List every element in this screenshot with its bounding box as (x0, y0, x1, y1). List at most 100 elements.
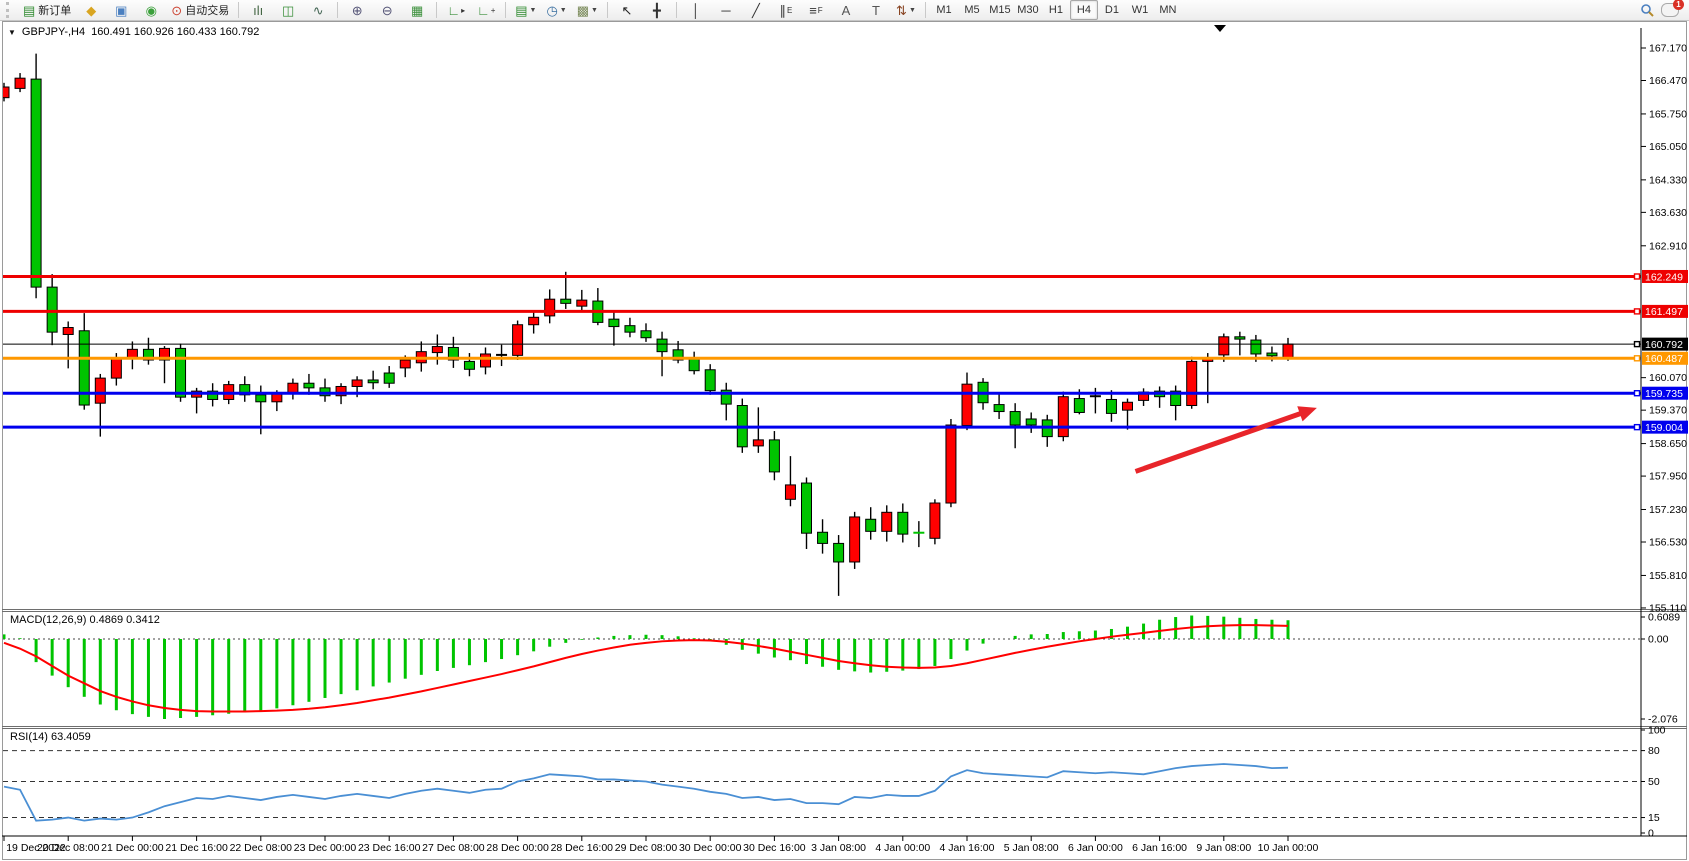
dropdown-caret-icon[interactable]: ▼ (559, 6, 567, 14)
icon-modifier: F (817, 5, 823, 15)
tile-windows-icon: ▦ (411, 2, 424, 18)
svg-text:155.110: 155.110 (1649, 602, 1686, 614)
zoom-in-icon: ⊕ (351, 2, 363, 18)
svg-text:164.330: 164.330 (1649, 174, 1687, 186)
arrows-icon: ⇅ (896, 2, 907, 18)
indicator-windows-button[interactable]: ∟ + (472, 0, 500, 20)
svg-text:3 Jan 08:00: 3 Jan 08:00 (811, 842, 866, 854)
equidistant-channel-button[interactable]: ∥ E (772, 0, 800, 20)
dropdown-caret-icon[interactable]: ▼ (529, 6, 537, 14)
toolbar-drag-handle[interactable] (6, 2, 14, 18)
auto-trading-button-label: 自动交易 (185, 5, 230, 17)
crosshair-button[interactable]: ╋ (643, 0, 671, 20)
templates-button[interactable]: ▩ ▼ (573, 0, 602, 20)
new-chart-icon: ▤ (515, 2, 528, 18)
auto-trading-button[interactable]: ⊙ 自动交易 (167, 0, 233, 20)
svg-text:160.070: 160.070 (1649, 372, 1687, 384)
arrow-object[interactable] (1134, 408, 1309, 474)
tile-windows-button[interactable]: ▦ (403, 0, 431, 20)
svg-text:159.735: 159.735 (1645, 388, 1683, 400)
svg-text:21 Dec 00:00: 21 Dec 00:00 (101, 842, 164, 854)
svg-text:19 Dec 2022: 19 Dec 2022 (6, 842, 66, 854)
notifications-icon[interactable]: 1 (1661, 0, 1684, 17)
symbol-timeframe: GBPJPY-,H4 (21, 26, 86, 38)
bar-chart-button[interactable]: ılı (244, 0, 272, 20)
svg-text:162.910: 162.910 (1649, 240, 1687, 252)
text-icon: A (841, 2, 851, 18)
periods-button[interactable]: ◷ ▼ (542, 0, 570, 20)
dropdown-caret-icon[interactable]: ▼ (591, 6, 598, 14)
templates-icon: ▩ (576, 2, 590, 18)
line-chart-button[interactable]: ∿ (304, 0, 332, 20)
svg-text:156.530: 156.530 (1649, 537, 1687, 549)
signals-icon: ◉ (145, 2, 157, 18)
new-chart-button[interactable]: ▤ ▼ (511, 0, 540, 20)
fibonacci-button[interactable]: ≡ F (802, 0, 830, 20)
candles-layer (3, 53, 1294, 596)
timeframe-m1-button[interactable]: M1 (936, 4, 952, 16)
svg-text:161.497: 161.497 (1645, 306, 1683, 318)
svg-text:6 Jan 00:00: 6 Jan 00:00 (1068, 842, 1123, 854)
timeframe-h4-button[interactable]: H4 (1069, 0, 1098, 20)
toolbar-divider (505, 2, 507, 18)
indicators-button[interactable]: ∟ ▸ (442, 0, 470, 20)
chart-menu-caret[interactable]: ▼ (8, 27, 16, 37)
timeframe-w1-button[interactable]: W1 (1131, 4, 1149, 16)
candle-chart-button[interactable]: ◫ (274, 0, 302, 20)
indicators-icon: ∟ (447, 2, 461, 18)
trendline-button[interactable]: ╱ (742, 0, 770, 20)
toolbar-divider (238, 2, 240, 18)
timeframe-d1-button[interactable]: D1 (1104, 4, 1119, 16)
svg-text:21 Dec 16:00: 21 Dec 16:00 (165, 842, 228, 854)
toolbar-divider (337, 2, 339, 18)
toolbar-divider (675, 2, 677, 18)
new-order-button[interactable]: ▤ 新订单 (19, 0, 75, 20)
zoom-in-button[interactable]: ⊕ (343, 0, 371, 20)
svg-text:50: 50 (1648, 776, 1660, 788)
zoom-out-button[interactable]: ⊖ (373, 0, 401, 20)
search-icon[interactable] (1640, 3, 1655, 18)
svg-text:27 Dec 08:00: 27 Dec 08:00 (422, 842, 485, 854)
notification-count-badge: 1 (1673, 0, 1684, 10)
arrow-head (1297, 406, 1317, 422)
svg-text:157.950: 157.950 (1649, 471, 1687, 483)
svg-text:28 Dec 16:00: 28 Dec 16:00 (551, 842, 614, 854)
icon-modifier: + (490, 5, 496, 15)
svg-text:5 Jan 08:00: 5 Jan 08:00 (1004, 842, 1059, 854)
timeframe-m30-button[interactable]: M30 (1017, 4, 1039, 16)
dropdown-caret-icon[interactable]: ▼ (908, 6, 916, 14)
vertical-line-button[interactable]: │ (682, 0, 710, 20)
toolbar: ▤ 新订单 ◆ ▣ ◉ ⊙ 自动交易 ılı ◫ ∿ ⊕ ⊖ ▦ ∟ ▸ ∟ + ▤ ▼ ◷ ▼ ▩ ▼ ↖ ╋ │ ─ ╱ ∥ E ≡ F A… (0, 0, 1689, 21)
icon-modifier: ▸ (461, 5, 466, 15)
styler-button[interactable]: ◆ (77, 0, 105, 20)
timeframe-m5-button[interactable]: M5 (964, 4, 980, 16)
timeframe-m15-button[interactable]: M15 (989, 4, 1011, 16)
line-chart-icon: ∿ (312, 2, 324, 18)
auto-trading-icon: ⊙ (171, 2, 183, 18)
profile-button[interactable]: ▣ (107, 0, 135, 20)
svg-text:4 Jan 00:00: 4 Jan 00:00 (875, 842, 930, 854)
svg-text:159.370: 159.370 (1649, 405, 1687, 417)
svg-text:167.170: 167.170 (1649, 43, 1687, 55)
timeframe-h1-button[interactable]: H1 (1048, 4, 1063, 16)
svg-text:29 Dec 08:00: 29 Dec 08:00 (615, 842, 678, 854)
text-button[interactable]: A (832, 0, 860, 20)
toolbar-divider (606, 2, 608, 18)
icon-modifier: E (787, 5, 793, 15)
signals-button[interactable]: ◉ (137, 0, 165, 20)
svg-text:9 Jan 08:00: 9 Jan 08:00 (1196, 842, 1251, 854)
profile-icon: ▣ (115, 2, 128, 18)
arrows-button[interactable]: ⇅ ▼ (892, 0, 920, 20)
text-label-button[interactable]: T (862, 0, 890, 20)
chart-shift-marker[interactable] (1214, 25, 1226, 32)
svg-text:157.230: 157.230 (1649, 504, 1687, 516)
ohlc-values: 160.491 160.926 160.433 160.792 (91, 26, 260, 38)
timeframe-mn-button[interactable]: MN (1159, 4, 1177, 16)
svg-text:10 Jan 00:00: 10 Jan 00:00 (1258, 842, 1319, 854)
cursor-button[interactable]: ↖ (613, 0, 641, 20)
svg-text:6 Jan 16:00: 6 Jan 16:00 (1132, 842, 1187, 854)
horizontal-line-button[interactable]: ─ (712, 0, 740, 20)
price-badge: 159.004 (1633, 420, 1688, 434)
